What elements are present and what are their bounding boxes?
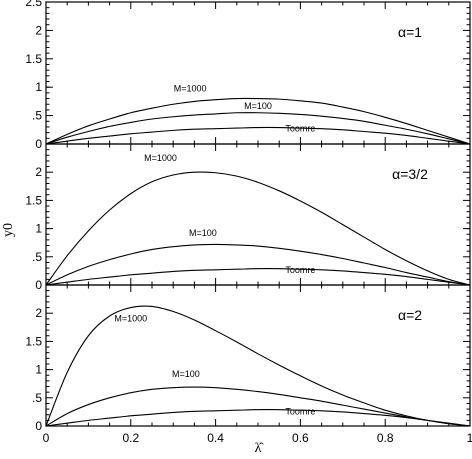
- y-tick-label: 1: [35, 363, 42, 377]
- x-tick-label: 0.4: [207, 431, 224, 445]
- y-tick-label: 1: [35, 222, 42, 236]
- y-tick-label: 1.5: [25, 52, 42, 66]
- series-line-toomre: [45, 126, 471, 145]
- series-line-toomre: [45, 268, 471, 286]
- y-tick-label: 1.5: [25, 193, 42, 207]
- x-axis-label: λ̂: [255, 441, 265, 456]
- y-tick-label: 2: [35, 23, 42, 37]
- series-label: Toomre: [285, 407, 315, 417]
- y-tick-label: 1: [35, 80, 42, 94]
- series-line-toomre: [45, 409, 471, 427]
- series-label: M=1000: [174, 84, 207, 94]
- series-line-m-1000: [45, 305, 471, 427]
- series-line-m-100: [45, 112, 471, 145]
- series-label: M=1000: [114, 314, 147, 324]
- alpha-label: α=1: [398, 24, 422, 40]
- y-tick-label: 0: [35, 137, 42, 151]
- panel-3: 0 .5 1 1.5 2 M=1000 M=100 Toomre α=2: [25, 284, 471, 433]
- series-label: M=100: [189, 228, 217, 238]
- series-label: M=100: [172, 369, 200, 379]
- y-axis-label: y0: [1, 223, 16, 237]
- y-tick-label: 0: [35, 419, 42, 433]
- y-tick-label: .5: [32, 391, 42, 405]
- panel-2: 0 .5 1 1.5 2 M=1000 M=100 Toomre α=3/2: [25, 143, 471, 292]
- series-line-m-100: [45, 386, 471, 427]
- y-tick-label: .5: [32, 250, 42, 264]
- x-tick-label: 1: [467, 431, 472, 445]
- series-line-m-1000: [45, 97, 471, 145]
- y-tick-label: .5: [32, 109, 42, 123]
- series-line-m-1000: [45, 171, 471, 286]
- alpha-label: α=2: [398, 307, 422, 323]
- series-label: M=1000: [144, 153, 177, 163]
- x-tick-label: 0: [43, 431, 50, 445]
- series-label: Toomre: [285, 265, 315, 275]
- y-tick-label: 0: [35, 278, 42, 292]
- series-label: Toomre: [285, 124, 315, 134]
- alpha-label: α=3/2: [392, 166, 428, 182]
- y-tick-label: 2: [35, 306, 42, 320]
- y-tick-label: 2: [35, 165, 42, 179]
- y-tick-label: 1.5: [25, 334, 42, 348]
- y-tick-label: 2.5: [25, 0, 42, 9]
- x-tick-label: 0.6: [292, 431, 309, 445]
- series-label: M=100: [244, 101, 272, 111]
- panel-1: 0 .5 1 1.5 2 2.5 M=1000 M=100 Toomre α=1: [25, 0, 471, 151]
- series-line-m-100: [45, 243, 471, 286]
- x-tick-label: 0.8: [377, 431, 394, 445]
- x-tick-label: 0.2: [122, 431, 139, 445]
